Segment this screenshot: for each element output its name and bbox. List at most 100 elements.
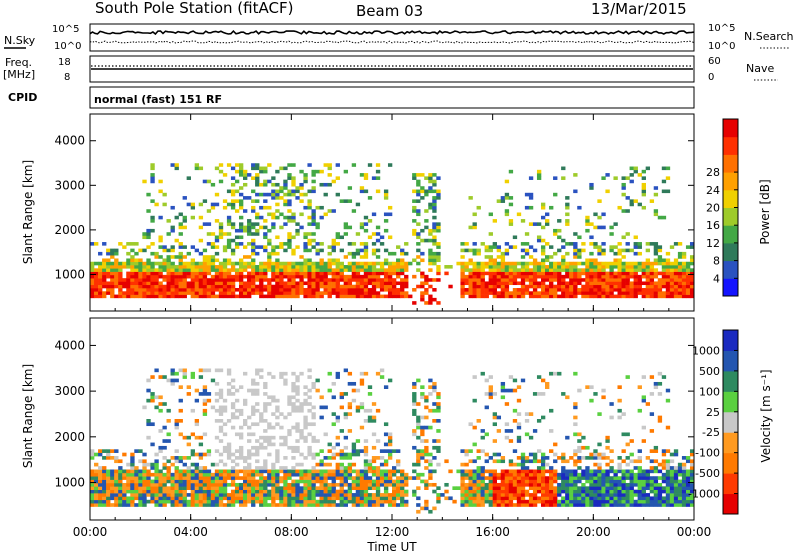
heatmap-cell — [158, 402, 163, 406]
heatmap-cell — [585, 489, 590, 494]
heatmap-cell — [194, 248, 200, 253]
heatmap-cell — [130, 462, 135, 467]
heatmap-cell — [118, 261, 123, 266]
heatmap-cell — [214, 235, 220, 240]
heatmap-cell — [629, 173, 634, 177]
heatmap-cell — [102, 265, 107, 269]
heatmap-cell — [299, 212, 304, 217]
heatmap-cell — [573, 459, 578, 464]
heatmap-cell — [520, 242, 526, 246]
heatmap-cell — [428, 186, 433, 190]
heatmap-cell — [279, 265, 284, 269]
heatmap-cell — [375, 496, 381, 501]
heatmap-cell — [222, 422, 228, 427]
heatmap-cell — [561, 459, 566, 464]
heatmap-cell — [363, 271, 369, 276]
heatmap-cell — [226, 503, 232, 507]
heatmap-cell — [283, 493, 288, 497]
heatmap-cell — [673, 261, 679, 266]
heatmap-cell — [665, 271, 671, 276]
heatmap-cell — [319, 265, 324, 269]
heatmap-cell — [496, 499, 502, 504]
heatmap-cell — [275, 472, 280, 477]
heatmap-cell — [532, 459, 538, 464]
heatmap-cell — [416, 452, 421, 457]
heatmap-cell — [114, 281, 119, 286]
heatmap-cell — [585, 294, 590, 299]
heatmap-cell — [126, 284, 131, 289]
heatmap-cell — [186, 281, 191, 286]
heatmap-cell — [621, 489, 626, 494]
heatmap-cell — [94, 493, 99, 497]
heatmap-cell — [202, 179, 208, 184]
heatmap-cell — [371, 415, 377, 420]
heatmap-cell — [508, 222, 514, 226]
heatmap-cell — [589, 281, 594, 286]
heatmap-cell — [496, 429, 502, 433]
heatmap-cell — [259, 288, 264, 292]
heatmap-cell — [98, 284, 103, 289]
heatmap-cell — [581, 472, 586, 477]
heatmap-cell — [214, 472, 220, 477]
heatmap-cell — [617, 284, 622, 289]
colorbar-swatch — [723, 278, 738, 297]
heatmap-cell — [243, 486, 248, 490]
heatmap-cell — [387, 268, 393, 272]
heatmap-cell — [625, 489, 630, 494]
heatmap-cell — [259, 482, 264, 487]
heatmap-cell — [549, 503, 554, 507]
heatmap-cell — [243, 291, 248, 295]
heatmap-cell — [355, 271, 361, 276]
heatmap-cell — [210, 268, 216, 272]
heatmap-cell — [174, 238, 179, 243]
heatmap-cell — [392, 284, 397, 289]
heatmap-cell — [283, 456, 288, 460]
heatmap-cell — [206, 294, 212, 299]
heatmap-cell — [424, 278, 429, 282]
heatmap-cell — [150, 466, 155, 470]
heatmap-cell — [158, 271, 163, 276]
heatmap-cell — [545, 212, 550, 217]
heatmap-cell — [259, 271, 264, 276]
heatmap-cell — [255, 179, 260, 184]
heatmap-cell — [500, 493, 506, 497]
heatmap-cell — [347, 472, 353, 477]
heatmap-cell — [198, 472, 204, 477]
heatmap-cell — [436, 245, 441, 249]
heatmap-cell — [500, 199, 506, 203]
colorbar-tick-label: -25 — [702, 426, 720, 439]
heatmap-cell — [488, 212, 493, 217]
heatmap-cell — [190, 486, 195, 490]
heatmap-cell — [263, 245, 268, 249]
heatmap-cell — [412, 258, 417, 263]
heatmap-cell — [259, 215, 264, 220]
heatmap-cell — [283, 281, 288, 286]
heatmap-cell — [331, 248, 336, 253]
heatmap-cell — [601, 278, 606, 282]
heatmap-cell — [476, 205, 481, 210]
heatmap-cell — [190, 288, 195, 292]
heatmap-cell — [102, 503, 107, 507]
heatmap-cell — [472, 375, 477, 379]
heatmap-cell — [214, 245, 220, 249]
heatmap-cell — [488, 486, 493, 490]
heatmap-cell — [126, 281, 131, 286]
heatmap-cell — [343, 445, 349, 450]
heatmap-cell — [387, 284, 393, 289]
heatmap-cell — [540, 462, 546, 467]
heatmap-cell — [504, 496, 510, 501]
heatmap-cell — [303, 425, 308, 430]
heatmap-cell — [424, 395, 429, 400]
heatmap-cell — [500, 255, 506, 259]
heatmap-cell — [251, 278, 256, 282]
heatmap-cell — [468, 472, 473, 477]
heatmap-cell — [238, 166, 244, 171]
heatmap-cell — [90, 261, 95, 266]
heatmap-cell — [319, 281, 324, 286]
heatmap-cell — [460, 469, 465, 474]
heatmap-cell — [343, 265, 349, 269]
heatmap-cell — [243, 493, 248, 497]
heatmap-cell — [589, 398, 594, 403]
colorbar-tick-label: 12 — [706, 237, 720, 250]
